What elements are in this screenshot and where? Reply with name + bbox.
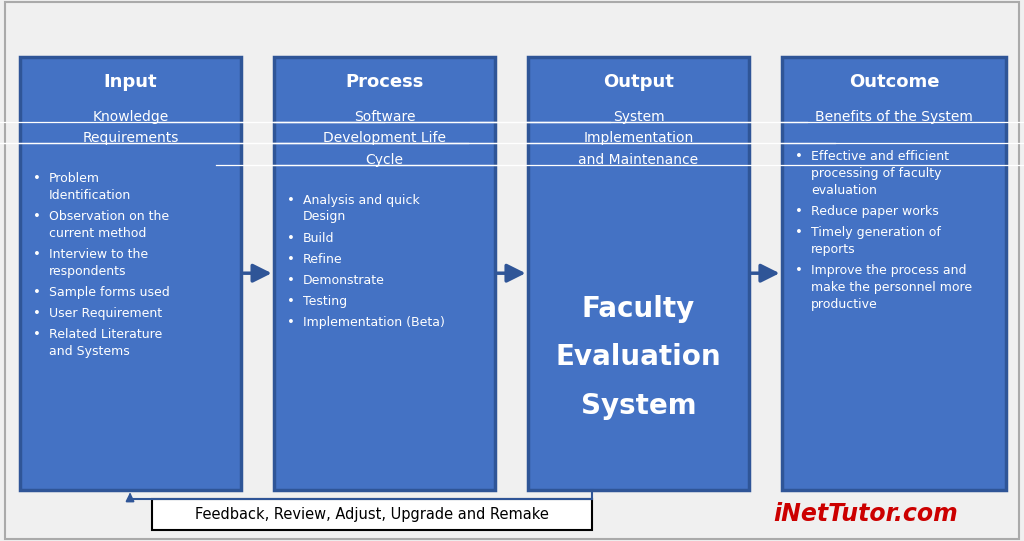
Text: •: • <box>795 226 803 239</box>
FancyBboxPatch shape <box>782 57 1006 490</box>
Text: Faculty: Faculty <box>582 295 695 322</box>
FancyBboxPatch shape <box>528 57 749 490</box>
Text: •: • <box>287 316 295 329</box>
Text: System: System <box>581 392 696 420</box>
Text: Observation on the: Observation on the <box>49 210 169 223</box>
Text: Feedback, Review, Adjust, Upgrade and Remake: Feedback, Review, Adjust, Upgrade and Re… <box>195 507 549 522</box>
Text: •: • <box>33 328 41 341</box>
Text: •: • <box>287 253 295 266</box>
Text: •: • <box>33 286 41 299</box>
Text: Improve the process and: Improve the process and <box>811 264 967 277</box>
Text: •: • <box>287 194 295 207</box>
Text: processing of faculty: processing of faculty <box>811 167 941 180</box>
Text: Testing: Testing <box>303 295 347 308</box>
FancyBboxPatch shape <box>274 57 495 490</box>
Text: Identification: Identification <box>49 189 131 202</box>
Text: Requirements: Requirements <box>82 131 179 146</box>
Text: System: System <box>612 110 665 124</box>
Text: •: • <box>795 264 803 277</box>
Text: reports: reports <box>811 243 856 256</box>
Text: •: • <box>795 205 803 218</box>
Text: Build: Build <box>303 232 335 245</box>
Text: respondents: respondents <box>49 265 127 278</box>
Text: Implementation (Beta): Implementation (Beta) <box>303 316 445 329</box>
Text: iNetTutor.com: iNetTutor.com <box>773 503 957 526</box>
Text: Software: Software <box>353 110 416 124</box>
Text: Evaluation: Evaluation <box>556 344 721 371</box>
Text: Knowledge: Knowledge <box>92 110 169 124</box>
Text: Output: Output <box>603 73 674 91</box>
Text: Demonstrate: Demonstrate <box>303 274 385 287</box>
Text: Related Literature: Related Literature <box>49 328 163 341</box>
Text: Implementation: Implementation <box>584 131 693 146</box>
Text: Timely generation of: Timely generation of <box>811 226 941 239</box>
Text: •: • <box>33 307 41 320</box>
Text: Analysis and quick: Analysis and quick <box>303 194 420 207</box>
Text: productive: productive <box>811 298 878 311</box>
FancyBboxPatch shape <box>152 499 592 530</box>
Text: evaluation: evaluation <box>811 184 877 197</box>
Text: current method: current method <box>49 227 146 240</box>
Text: •: • <box>287 232 295 245</box>
Text: and Maintenance: and Maintenance <box>579 153 698 167</box>
Text: •: • <box>287 295 295 308</box>
Text: Effective and efficient: Effective and efficient <box>811 150 949 163</box>
Text: Input: Input <box>103 73 158 91</box>
Text: •: • <box>33 248 41 261</box>
Text: Sample forms used: Sample forms used <box>49 286 170 299</box>
Text: Reduce paper works: Reduce paper works <box>811 205 939 218</box>
Text: Cycle: Cycle <box>366 153 403 167</box>
Text: •: • <box>33 210 41 223</box>
Text: •: • <box>33 172 41 185</box>
Text: Development Life: Development Life <box>323 131 446 146</box>
Text: •: • <box>795 150 803 163</box>
Text: User Requirement: User Requirement <box>49 307 162 320</box>
Text: •: • <box>287 274 295 287</box>
Text: Process: Process <box>345 73 424 91</box>
Text: Refine: Refine <box>303 253 343 266</box>
Text: Outcome: Outcome <box>849 73 939 91</box>
Text: Design: Design <box>303 210 346 223</box>
Text: and Systems: and Systems <box>49 345 130 358</box>
Text: Interview to the: Interview to the <box>49 248 148 261</box>
Text: Problem: Problem <box>49 172 100 185</box>
Text: make the personnel more: make the personnel more <box>811 281 972 294</box>
FancyBboxPatch shape <box>20 57 241 490</box>
Text: Benefits of the System: Benefits of the System <box>815 110 973 124</box>
